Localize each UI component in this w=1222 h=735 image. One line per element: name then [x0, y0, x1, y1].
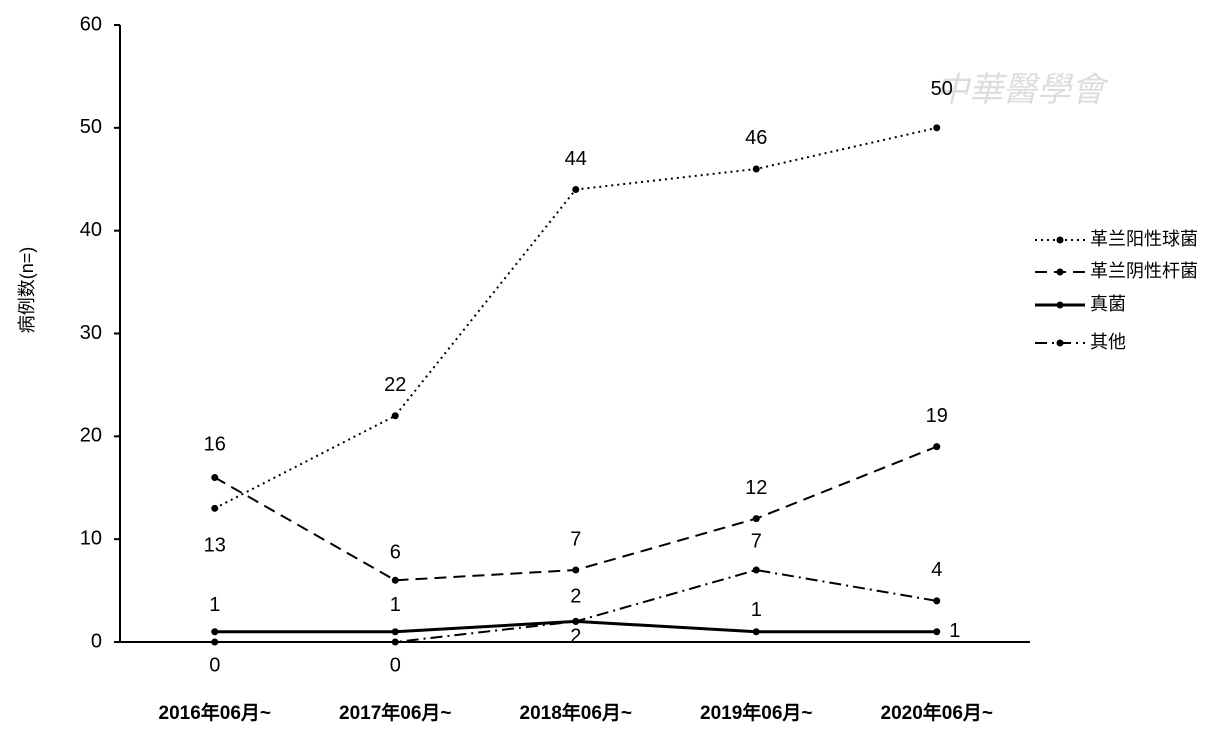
- data-label: 1: [949, 620, 960, 642]
- data-label: 44: [565, 148, 587, 170]
- x-tick-label: 2016年06月~: [159, 701, 272, 724]
- data-point: [572, 566, 580, 574]
- data-point: [572, 617, 580, 625]
- data-label: 1: [390, 594, 401, 616]
- legend-label: 其他: [1090, 332, 1126, 352]
- y-tick-label: 20: [80, 425, 102, 447]
- data-label: 0: [390, 654, 401, 676]
- y-tick-label: 10: [80, 527, 102, 549]
- series-line: [214, 126, 937, 510]
- series-line: [214, 445, 938, 582]
- data-label: 50: [931, 78, 953, 100]
- y-tick-label: 0: [91, 630, 102, 652]
- data-point: [211, 473, 219, 481]
- data-label: 16: [204, 434, 226, 456]
- data-label: 46: [745, 127, 767, 149]
- data-point: [933, 597, 941, 605]
- data-point: [752, 628, 760, 636]
- data-point: [572, 186, 580, 194]
- legend-marker: [1056, 236, 1064, 244]
- data-label: 19: [926, 405, 948, 427]
- data-label: 7: [751, 530, 762, 552]
- data-point: [391, 628, 399, 636]
- data-point: [391, 638, 399, 646]
- data-label: 1: [209, 594, 220, 616]
- data-label: 4: [931, 559, 942, 581]
- x-tick-label: 2020年06月~: [881, 701, 994, 724]
- y-tick-label: 50: [80, 116, 102, 138]
- legend-label: 革兰阴性杆菌: [1090, 261, 1198, 281]
- data-point: [391, 576, 399, 584]
- data-point: [391, 412, 399, 420]
- data-label: 6: [390, 542, 401, 564]
- y-axis-label: 病例数(n=): [17, 247, 37, 334]
- data-label: 13: [204, 535, 226, 557]
- data-point: [211, 504, 219, 512]
- data-label: 1: [751, 599, 762, 621]
- data-point: [211, 628, 219, 636]
- data-label: 0: [209, 654, 220, 676]
- data-point: [933, 443, 941, 451]
- data-point: [211, 638, 219, 646]
- x-tick-label: 2018年06月~: [520, 701, 633, 724]
- y-tick-label: 60: [80, 13, 102, 35]
- data-point: [752, 566, 760, 574]
- legend-marker: [1056, 301, 1064, 309]
- data-label: 7: [570, 528, 581, 550]
- watermark: 中華醫學會: [935, 70, 1110, 110]
- x-tick-label: 2017年06月~: [339, 701, 452, 724]
- data-label: 22: [384, 374, 406, 396]
- data-point: [752, 515, 760, 523]
- legend-marker: [1056, 339, 1064, 347]
- legend-marker: [1056, 268, 1064, 276]
- data-label: 12: [745, 477, 767, 499]
- y-tick-label: 30: [80, 322, 102, 344]
- data-point: [933, 124, 941, 132]
- legend-label: 真菌: [1090, 294, 1126, 314]
- data-label: 2: [570, 626, 581, 648]
- legend-label: 革兰阳性球菌: [1090, 229, 1198, 249]
- data-point: [933, 628, 941, 636]
- x-tick-label: 2019年06月~: [700, 701, 813, 724]
- y-tick-label: 40: [80, 219, 102, 241]
- data-point: [752, 165, 760, 173]
- data-label: 2: [570, 586, 581, 608]
